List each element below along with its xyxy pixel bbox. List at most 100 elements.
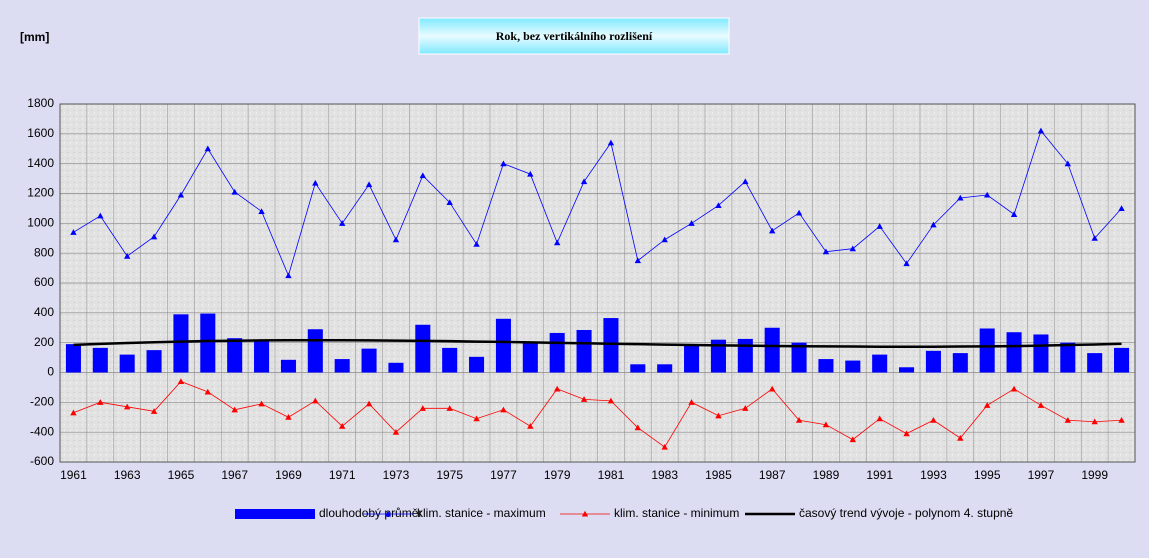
bar xyxy=(791,342,807,373)
marker xyxy=(822,421,830,428)
title-box xyxy=(418,17,730,55)
marker xyxy=(500,406,507,413)
marker xyxy=(204,145,212,152)
x-tick-label: 1987 xyxy=(759,468,786,482)
marker xyxy=(983,191,991,198)
bar xyxy=(442,347,458,373)
marker xyxy=(553,239,561,246)
x-tick-label: 1973 xyxy=(383,468,410,482)
bar xyxy=(737,338,753,373)
y-tick-label: 1000 xyxy=(27,216,54,230)
chart-title: Rok, bez vertikálního rozlišení xyxy=(496,29,653,43)
legend-label: klim. stanice - minimum xyxy=(614,506,739,520)
marker xyxy=(204,388,212,395)
marker xyxy=(795,209,803,216)
bar xyxy=(307,329,323,373)
marker xyxy=(1091,235,1098,241)
y-tick-label: 1600 xyxy=(27,126,54,140)
bar xyxy=(469,356,485,373)
x-tick-label: 1971 xyxy=(329,468,356,482)
marker xyxy=(553,385,561,392)
marker xyxy=(338,220,346,226)
marker xyxy=(231,188,238,195)
marker xyxy=(70,229,77,235)
bar xyxy=(979,328,995,373)
marker xyxy=(285,272,292,279)
x-tick-label: 1967 xyxy=(221,468,248,482)
legend-label: časový trend vývoje - polynom 4. stupně xyxy=(799,506,1013,520)
marker xyxy=(70,409,77,416)
marker xyxy=(123,252,131,259)
marker xyxy=(1037,402,1045,408)
x-tick-label: 1965 xyxy=(168,468,195,482)
bar xyxy=(845,360,861,373)
bar xyxy=(173,314,189,373)
marker xyxy=(983,402,991,408)
bar xyxy=(280,359,296,373)
marker xyxy=(715,412,722,419)
marker xyxy=(123,403,131,410)
marker xyxy=(312,397,319,404)
legend-marker xyxy=(384,510,392,517)
bar xyxy=(549,332,565,373)
marker xyxy=(97,212,104,219)
bar xyxy=(254,339,270,373)
y-tick-label: -600 xyxy=(30,454,54,468)
bar xyxy=(1033,334,1049,373)
bar xyxy=(764,327,780,373)
marker xyxy=(849,245,857,252)
marker xyxy=(1118,417,1125,423)
marker xyxy=(177,191,185,198)
bar xyxy=(630,364,646,373)
marker xyxy=(795,417,803,423)
marker xyxy=(661,236,668,243)
marker xyxy=(930,221,937,228)
y-tick-label: 1200 xyxy=(27,186,54,200)
marker xyxy=(338,423,346,429)
marker xyxy=(930,417,937,423)
marker xyxy=(1091,418,1098,425)
marker xyxy=(957,434,964,441)
x-tick-label: 1995 xyxy=(974,468,1001,482)
legend-swatch xyxy=(235,509,315,519)
x-tick-label: 1993 xyxy=(920,468,947,482)
marker xyxy=(231,406,238,413)
marker xyxy=(258,208,265,214)
bar xyxy=(1114,347,1130,373)
bar xyxy=(92,347,108,373)
marker xyxy=(1064,160,1072,167)
marker xyxy=(392,428,400,435)
plot-border xyxy=(59,103,1136,463)
marker xyxy=(365,181,373,188)
x-tick-label: 1997 xyxy=(1028,468,1055,482)
x-tick-label: 1985 xyxy=(705,468,732,482)
bar xyxy=(1087,353,1103,373)
marker xyxy=(957,194,964,201)
bar xyxy=(200,313,216,373)
y-tick-label: 400 xyxy=(34,305,54,319)
x-tick-label: 1983 xyxy=(651,468,678,482)
y-axis-label: [mm] xyxy=(20,30,49,44)
marker xyxy=(473,241,480,247)
marker xyxy=(419,172,427,179)
y-tick-label: 0 xyxy=(47,365,54,379)
bar xyxy=(657,364,673,373)
bar xyxy=(227,338,243,373)
bar xyxy=(495,318,511,373)
marker xyxy=(903,430,910,437)
bar xyxy=(415,324,431,373)
y-tick-label: -200 xyxy=(30,395,54,409)
bar xyxy=(361,348,377,373)
bar xyxy=(872,354,888,373)
marker xyxy=(258,400,265,407)
bar xyxy=(146,350,162,373)
marker xyxy=(688,399,695,405)
marker xyxy=(97,399,104,405)
marker xyxy=(446,405,453,411)
marker xyxy=(1064,417,1072,423)
marker xyxy=(876,415,883,422)
marker xyxy=(634,257,642,264)
marker xyxy=(742,405,749,411)
line xyxy=(73,380,1122,448)
marker xyxy=(580,396,588,402)
